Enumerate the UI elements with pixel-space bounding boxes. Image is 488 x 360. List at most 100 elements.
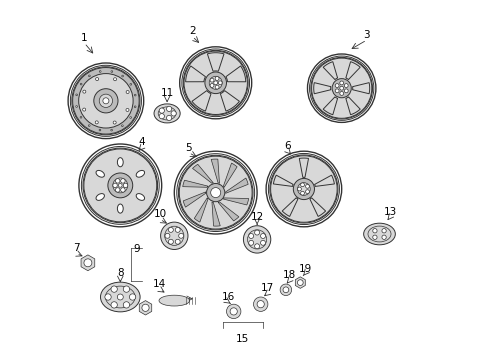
Polygon shape bbox=[211, 202, 220, 226]
Circle shape bbox=[108, 173, 132, 198]
Circle shape bbox=[123, 286, 129, 292]
Polygon shape bbox=[225, 178, 248, 193]
Circle shape bbox=[115, 179, 120, 183]
Polygon shape bbox=[314, 175, 334, 186]
Circle shape bbox=[339, 81, 343, 85]
Polygon shape bbox=[309, 198, 325, 216]
Circle shape bbox=[76, 106, 77, 107]
Ellipse shape bbox=[136, 194, 144, 201]
Circle shape bbox=[166, 106, 171, 112]
Circle shape bbox=[126, 90, 129, 94]
Circle shape bbox=[183, 50, 247, 115]
Ellipse shape bbox=[117, 204, 123, 213]
Circle shape bbox=[88, 75, 90, 77]
Polygon shape bbox=[273, 175, 293, 186]
Polygon shape bbox=[81, 255, 95, 271]
Text: 10: 10 bbox=[153, 209, 166, 219]
Text: 13: 13 bbox=[383, 207, 396, 217]
Circle shape bbox=[130, 84, 131, 85]
Polygon shape bbox=[194, 198, 207, 222]
Circle shape bbox=[215, 77, 219, 80]
Circle shape bbox=[254, 244, 259, 249]
Circle shape bbox=[218, 81, 222, 85]
Text: 8: 8 bbox=[117, 267, 123, 278]
Text: 1: 1 bbox=[81, 33, 87, 43]
Circle shape bbox=[248, 234, 253, 238]
Polygon shape bbox=[345, 97, 360, 115]
Circle shape bbox=[121, 188, 125, 192]
Polygon shape bbox=[183, 192, 205, 207]
Circle shape bbox=[335, 89, 338, 93]
Text: 2: 2 bbox=[188, 26, 195, 36]
Circle shape bbox=[305, 184, 309, 188]
Circle shape bbox=[209, 76, 222, 89]
Circle shape bbox=[159, 108, 164, 113]
Circle shape bbox=[339, 86, 343, 90]
Circle shape bbox=[99, 94, 112, 107]
Circle shape bbox=[117, 294, 123, 300]
Circle shape bbox=[79, 73, 133, 128]
Circle shape bbox=[115, 188, 120, 192]
Circle shape bbox=[182, 50, 248, 116]
Circle shape bbox=[95, 121, 98, 124]
Circle shape bbox=[168, 228, 173, 232]
Circle shape bbox=[297, 280, 303, 285]
Circle shape bbox=[381, 235, 386, 239]
Circle shape bbox=[113, 121, 116, 124]
Circle shape bbox=[253, 297, 267, 311]
Circle shape bbox=[260, 240, 265, 245]
Polygon shape bbox=[225, 66, 245, 82]
Circle shape bbox=[269, 155, 337, 223]
Circle shape bbox=[134, 106, 136, 108]
Text: 18: 18 bbox=[282, 270, 296, 280]
Circle shape bbox=[94, 89, 118, 113]
Circle shape bbox=[82, 108, 85, 111]
Circle shape bbox=[82, 90, 86, 93]
Circle shape bbox=[179, 156, 252, 229]
Circle shape bbox=[76, 94, 77, 96]
Circle shape bbox=[80, 83, 82, 85]
Circle shape bbox=[344, 89, 347, 93]
Circle shape bbox=[210, 188, 220, 198]
Circle shape bbox=[113, 78, 116, 81]
Circle shape bbox=[305, 190, 309, 194]
Circle shape bbox=[82, 147, 158, 224]
Circle shape bbox=[248, 240, 253, 245]
Polygon shape bbox=[282, 198, 297, 216]
Text: 17: 17 bbox=[261, 283, 274, 293]
Polygon shape bbox=[345, 62, 360, 80]
Circle shape bbox=[309, 57, 372, 120]
Text: 7: 7 bbox=[73, 243, 80, 253]
Circle shape bbox=[113, 178, 127, 193]
Polygon shape bbox=[192, 164, 213, 183]
Polygon shape bbox=[313, 83, 330, 94]
Circle shape bbox=[210, 78, 214, 82]
Text: 15: 15 bbox=[236, 334, 249, 345]
Circle shape bbox=[270, 156, 336, 222]
Circle shape bbox=[142, 304, 149, 311]
Ellipse shape bbox=[96, 170, 104, 177]
Text: 16: 16 bbox=[221, 292, 234, 302]
Circle shape bbox=[204, 72, 226, 94]
Circle shape bbox=[283, 287, 288, 293]
Circle shape bbox=[111, 302, 117, 308]
Polygon shape bbox=[139, 301, 151, 315]
Circle shape bbox=[177, 154, 253, 231]
Circle shape bbox=[80, 116, 81, 118]
Circle shape bbox=[171, 111, 176, 116]
Circle shape bbox=[164, 233, 169, 238]
Circle shape bbox=[96, 77, 99, 81]
Circle shape bbox=[372, 229, 376, 233]
Text: 5: 5 bbox=[185, 143, 192, 153]
Circle shape bbox=[178, 155, 252, 230]
Circle shape bbox=[297, 183, 309, 195]
Polygon shape bbox=[223, 198, 248, 205]
Circle shape bbox=[122, 125, 123, 126]
Circle shape bbox=[339, 91, 343, 95]
Text: 14: 14 bbox=[153, 279, 166, 289]
Circle shape bbox=[183, 51, 247, 114]
Circle shape bbox=[175, 239, 180, 244]
Circle shape bbox=[293, 179, 314, 199]
Circle shape bbox=[300, 183, 304, 187]
Ellipse shape bbox=[136, 170, 144, 177]
